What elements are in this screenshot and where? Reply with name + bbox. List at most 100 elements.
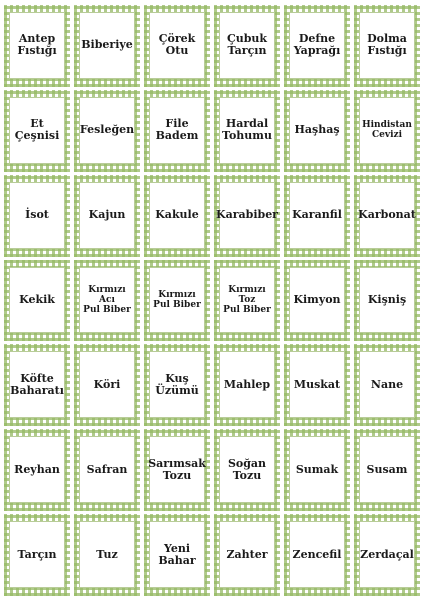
label-card: Çubuk Tarçın	[219, 12, 275, 79]
label-card: Biberiye	[79, 12, 135, 79]
label-card: Defne Yaprağı	[289, 12, 345, 79]
label-tile: Sarımsak Tozu	[144, 429, 210, 512]
label-tile: Karbonat	[354, 174, 420, 257]
spice-name: Muskat	[293, 377, 341, 391]
label-card: Yeni Bahar	[149, 521, 205, 588]
label-card: Çörek Otu	[149, 12, 205, 79]
spice-name: Karabiber	[216, 208, 278, 222]
label-card: Soğan Tozu	[219, 436, 275, 504]
spice-name: Kırmızı Toz Pul Biber	[223, 284, 271, 315]
spice-name: Hindistan Cevizi	[362, 120, 412, 141]
label-card: Nane	[359, 351, 415, 419]
label-tile: Kırmızı Pul Biber	[144, 259, 210, 342]
label-card: Kekik	[9, 266, 65, 334]
label-tile: Karabiber	[214, 174, 280, 257]
label-tile: Tuz	[74, 514, 140, 596]
spice-name: Fesleğen	[79, 123, 135, 137]
label-tile: Defne Yaprağı	[284, 5, 350, 87]
label-tile: Zencefil	[284, 514, 350, 596]
label-tile: Hindistan Cevizi	[354, 89, 420, 172]
spice-name: Zencefil	[292, 547, 342, 561]
spice-name: Hardal Tohumu	[222, 117, 272, 143]
label-card: Köri	[79, 351, 135, 419]
label-tile: Yeni Bahar	[144, 514, 210, 596]
label-card: Zerdaçal	[359, 521, 415, 588]
spice-name: Reyhan	[14, 462, 60, 476]
label-card: İsot	[9, 181, 65, 249]
spice-name: Zerdaçal	[360, 547, 414, 561]
label-card: Susam	[359, 436, 415, 504]
label-tile: Safran	[74, 429, 140, 512]
label-tile: Muskat	[284, 344, 350, 427]
spice-name: Çubuk Tarçın	[226, 32, 268, 58]
label-tile: Fesleğen	[74, 89, 140, 172]
label-card: Kırmızı Acı Pul Biber	[79, 266, 135, 334]
spice-name: Sumak	[295, 462, 339, 476]
label-card: Tarçın	[9, 521, 65, 588]
spice-name: Kişniş	[367, 292, 407, 306]
spice-name: Biberiye	[81, 38, 133, 52]
spice-name: Çörek Otu	[158, 32, 196, 58]
label-card: Kakule	[149, 181, 205, 249]
spice-name: Kuş Üzümü	[155, 371, 199, 397]
spice-name: Köri	[93, 377, 121, 391]
spice-name: Et Çeşnisi	[14, 117, 60, 143]
label-tile: Biberiye	[74, 5, 140, 87]
label-tile: Kakule	[144, 174, 210, 257]
label-card: Zencefil	[289, 521, 345, 588]
spice-name: Nane	[370, 377, 404, 391]
label-tile: İsot	[4, 174, 70, 257]
label-card: Dolma Fıstığı	[359, 12, 415, 79]
label-tile: Kekik	[4, 259, 70, 342]
spice-name: Dolma Fıstığı	[367, 32, 407, 58]
label-tile: Tarçın	[4, 514, 70, 596]
spice-name: Safran	[86, 462, 128, 476]
label-card: Kuş Üzümü	[149, 351, 205, 419]
spice-name: Soğan Tozu	[227, 456, 267, 482]
label-tile: Kişniş	[354, 259, 420, 342]
label-tile: Kırmızı Toz Pul Biber	[214, 259, 280, 342]
spice-name: Haşhaş	[294, 123, 340, 137]
label-tile: Hardal Tohumu	[214, 89, 280, 172]
label-card: Et Çeşnisi	[9, 96, 65, 164]
label-card: File Badem	[149, 96, 205, 164]
label-tile: Kimyon	[284, 259, 350, 342]
label-tile: Kırmızı Acı Pul Biber	[74, 259, 140, 342]
spice-name: Kimyon	[293, 292, 341, 306]
label-card: Safran	[79, 436, 135, 504]
label-card: Kimyon	[289, 266, 345, 334]
label-card: Antep Fıstığı	[9, 12, 65, 79]
label-tile: Dolma Fıstığı	[354, 5, 420, 87]
spice-name: Kakule	[155, 208, 199, 222]
label-card: Karbonat	[358, 181, 416, 249]
label-card: Kajun	[79, 181, 135, 249]
label-tile: Köfte Baharatı	[4, 344, 70, 427]
label-card: Köfte Baharatı	[9, 351, 65, 419]
label-card: Hardal Tohumu	[219, 96, 275, 164]
label-tile: Zahter	[214, 514, 280, 596]
label-card: Reyhan	[9, 436, 65, 504]
spice-name: Mahlep	[223, 377, 271, 391]
label-card: Sarımsak Tozu	[148, 436, 206, 504]
spice-name: Defne Yaprağı	[293, 32, 341, 58]
spice-name: Kajun	[88, 208, 126, 222]
spice-name: Köfte Baharatı	[10, 371, 64, 397]
label-tile: Karanfil	[284, 174, 350, 257]
label-tile: Et Çeşnisi	[4, 89, 70, 172]
spice-name: Zahter	[226, 547, 268, 561]
spice-name: File Badem	[155, 117, 199, 143]
label-card: Hindistan Cevizi	[359, 96, 415, 164]
label-tile: Çubuk Tarçın	[214, 5, 280, 87]
label-card: Karabiber	[216, 181, 278, 249]
label-tile: Reyhan	[4, 429, 70, 512]
spice-name: Kırmızı Pul Biber	[153, 289, 201, 310]
label-tile: Köri	[74, 344, 140, 427]
spice-name: İsot	[25, 208, 49, 222]
spice-name: Tuz	[96, 547, 118, 561]
spice-name: Karbonat	[358, 208, 416, 222]
label-card: Mahlep	[219, 351, 275, 419]
label-tile: Zerdaçal	[354, 514, 420, 596]
spice-name: Yeni Bahar	[158, 541, 196, 567]
spice-name: Kırmızı Acı Pul Biber	[83, 284, 131, 315]
